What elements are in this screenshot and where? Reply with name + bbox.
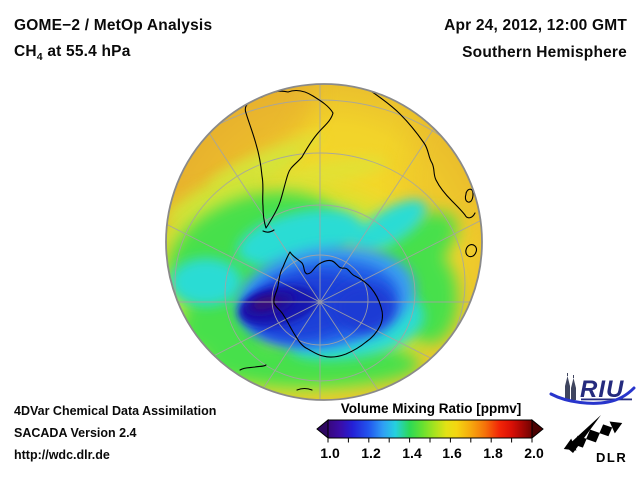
dlr-emblem-wing — [566, 415, 601, 453]
coastlines — [239, 88, 478, 391]
colorbar-tick-label: 1.8 — [483, 445, 503, 461]
wave-ripple — [166, 149, 301, 223]
latitude-circle — [174, 152, 466, 400]
colorbar-tick-label: 1.0 — [320, 445, 340, 461]
vortex-indigo-core — [244, 291, 294, 317]
level-label: at 55.4 hPa — [42, 43, 131, 60]
coastline-kerguelen — [465, 244, 478, 258]
latitude-circle — [166, 99, 482, 400]
riu-underline — [581, 398, 632, 401]
colorbar-tick-label: 1.4 — [402, 445, 422, 461]
riu-logo: RIU — [549, 373, 636, 405]
url-label: http://wdc.dlr.de — [14, 448, 110, 462]
colorbar-tick-labels: 1.0 1.2 1.4 1.6 1.8 2.0 — [316, 445, 548, 461]
datetime-label: Apr 24, 2012, 12:00 GMT — [444, 17, 627, 34]
background-field-yellow — [166, 84, 482, 400]
vortex-minimum — [253, 296, 279, 310]
riu-swoosh — [549, 386, 636, 405]
yellow-green-halo — [166, 188, 433, 392]
globe-limb — [165, 83, 483, 401]
product-title: GOME−2 / MetOp Analysis — [14, 17, 213, 34]
dlr-logo-text: DLR — [596, 450, 627, 465]
colorbar-tick-label: 2.0 — [524, 445, 544, 461]
coastline-africa — [367, 88, 476, 219]
colorbar-right-arrow — [531, 418, 544, 440]
vortex-deep-blue — [247, 272, 365, 340]
vortex-blue — [245, 260, 399, 346]
species-subscript: 4 — [36, 51, 43, 64]
latitude-circle — [271, 254, 369, 346]
colorbar-title: Volume Mixing Ratio [ppmv] — [340, 401, 522, 416]
vortex-light-blue — [236, 245, 416, 349]
cyan-transition-ring — [170, 199, 427, 360]
vortex-east-lobe — [333, 282, 395, 332]
wave-ripple — [272, 156, 388, 188]
coastline-south-georgia — [239, 364, 267, 371]
colorbar-ticks — [327, 438, 533, 443]
region-label: Southern Hemisphere — [462, 44, 627, 61]
coastline-madagascar — [464, 188, 474, 203]
species-level-title: CH4 at 55.4 hPa — [14, 43, 131, 63]
colorbar-tick-label: 1.6 — [442, 445, 462, 461]
colorbar — [316, 418, 544, 443]
colorbar-gradient — [327, 419, 533, 439]
latitude-circle — [224, 204, 416, 382]
rim-orange-tint — [403, 84, 482, 234]
green-transition-ring — [168, 191, 458, 387]
coastline-tierra-del-fuego — [262, 229, 275, 233]
colorbar-left-arrow — [316, 418, 329, 440]
wave-ripple — [209, 132, 323, 188]
cathedral-icon — [565, 376, 576, 400]
assimilation-label: 4DVar Chemical Data Assimilation — [14, 404, 217, 418]
colorbar-tick-label: 1.2 — [361, 445, 381, 461]
species-label: CH — [14, 43, 37, 60]
version-label: SACADA Version 2.4 — [14, 426, 137, 440]
wave-ripple — [166, 180, 254, 248]
rim-orange-tint — [166, 84, 313, 203]
coastline-south-america — [244, 90, 334, 229]
dlr-logo: DLR — [563, 415, 627, 465]
vortex-navy-core — [238, 285, 318, 327]
coastline-island-arc — [296, 387, 313, 391]
coastline-antarctica — [273, 251, 383, 358]
